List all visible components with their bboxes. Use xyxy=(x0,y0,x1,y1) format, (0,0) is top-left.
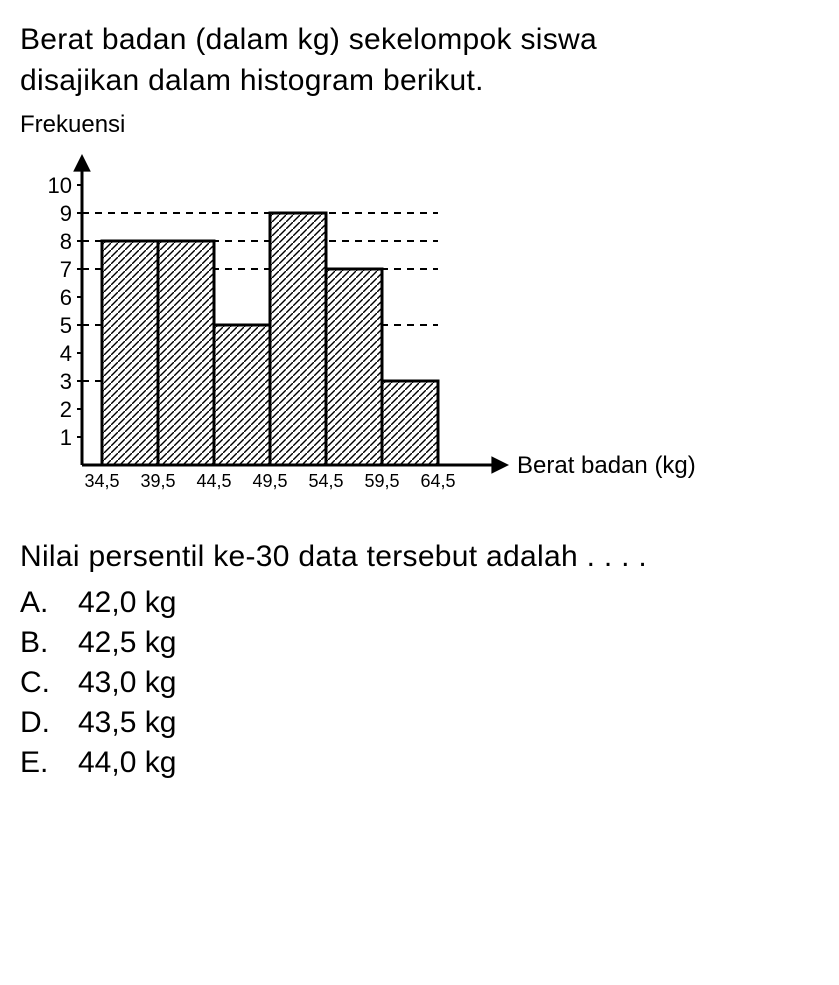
option-letter: D. xyxy=(20,706,56,740)
svg-text:8: 8 xyxy=(60,229,72,254)
option-c: C. 43,0 kg xyxy=(20,666,819,700)
svg-text:6: 6 xyxy=(60,285,72,310)
svg-text:2: 2 xyxy=(60,397,72,422)
option-text: 43,5 kg xyxy=(78,706,176,740)
option-e: E. 44,0 kg xyxy=(20,746,819,780)
option-text: 42,5 kg xyxy=(78,626,176,660)
svg-text:49,5: 49,5 xyxy=(252,471,287,491)
svg-text:64,5: 64,5 xyxy=(420,471,455,491)
svg-text:44,5: 44,5 xyxy=(196,471,231,491)
question-prompt: Nilai persentil ke-30 data tersebut adal… xyxy=(20,540,819,574)
option-d: D. 43,5 kg xyxy=(20,706,819,740)
option-text: 43,0 kg xyxy=(78,666,176,700)
option-text: 44,0 kg xyxy=(78,746,176,780)
histogram-chart: 1 2 3 4 5 6 7 8 9 10 34,5 39,5 44,5 49,5 54,5 59,5 64,5 B… xyxy=(20,145,780,515)
question-line2: disajikan dalam histogram berikut. xyxy=(20,64,484,97)
svg-text:39,5: 39,5 xyxy=(140,471,175,491)
option-text: 42,0 kg xyxy=(78,586,176,620)
option-letter: E. xyxy=(20,746,56,780)
y-axis-title: Frekuensi xyxy=(20,111,819,139)
option-a: A. 42,0 kg xyxy=(20,586,819,620)
svg-text:7: 7 xyxy=(60,257,72,282)
option-letter: C. xyxy=(20,666,56,700)
svg-text:4: 4 xyxy=(60,341,72,366)
option-letter: A. xyxy=(20,586,56,620)
question-text: Berat badan (dalam kg) sekelompok siswa … xyxy=(20,20,819,101)
histogram-container: Frekuensi 1 2 3 4 5 6 7 8 9 10 34,5 39,5 44,5 49,5 54,… xyxy=(20,111,819,520)
svg-text:5: 5 xyxy=(60,313,72,338)
svg-text:1: 1 xyxy=(60,425,72,450)
svg-text:9: 9 xyxy=(60,201,72,226)
svg-text:54,5: 54,5 xyxy=(308,471,343,491)
question-line1: Berat badan (dalam kg) sekelompok siswa xyxy=(20,23,597,56)
svg-text:59,5: 59,5 xyxy=(364,471,399,491)
svg-text:10: 10 xyxy=(48,173,72,198)
svg-text:Berat badan (kg): Berat badan (kg) xyxy=(517,452,696,479)
option-b: B. 42,5 kg xyxy=(20,626,819,660)
svg-text:34,5: 34,5 xyxy=(84,471,119,491)
svg-text:3: 3 xyxy=(60,369,72,394)
answer-options: A. 42,0 kg B. 42,5 kg C. 43,0 kg D. 43,5… xyxy=(20,586,819,780)
option-letter: B. xyxy=(20,626,56,660)
